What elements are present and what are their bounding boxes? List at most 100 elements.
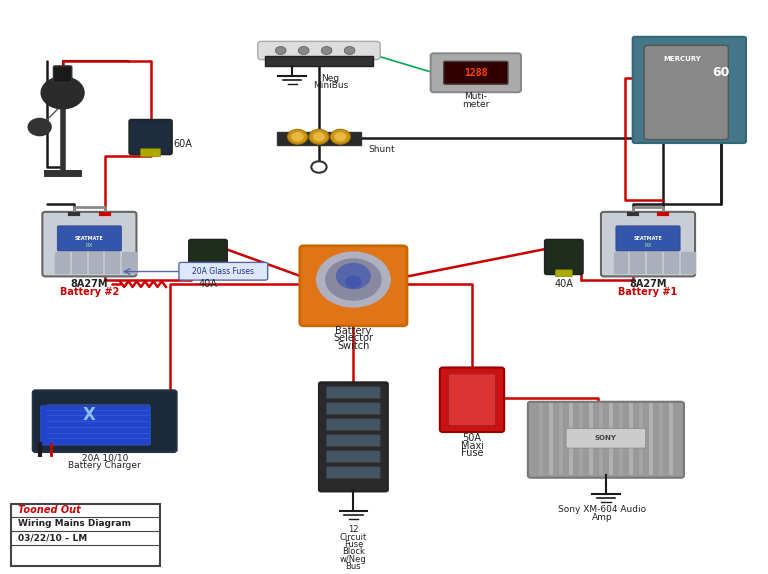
FancyBboxPatch shape bbox=[326, 387, 380, 398]
Text: 50A: 50A bbox=[462, 433, 482, 443]
Text: Neg: Neg bbox=[321, 74, 339, 83]
FancyBboxPatch shape bbox=[300, 246, 407, 326]
FancyBboxPatch shape bbox=[189, 239, 227, 274]
Circle shape bbox=[298, 46, 309, 55]
Text: Battery Charger: Battery Charger bbox=[68, 461, 141, 470]
FancyBboxPatch shape bbox=[200, 270, 217, 277]
FancyBboxPatch shape bbox=[449, 374, 495, 426]
FancyBboxPatch shape bbox=[444, 61, 508, 84]
Text: Sony XM-604 Audio: Sony XM-604 Audio bbox=[558, 505, 646, 514]
FancyBboxPatch shape bbox=[58, 226, 121, 251]
Text: MERCURY: MERCURY bbox=[664, 56, 701, 61]
Circle shape bbox=[346, 276, 361, 288]
FancyBboxPatch shape bbox=[319, 382, 388, 491]
Text: Wiring Mains Diagram: Wiring Mains Diagram bbox=[18, 519, 131, 529]
Circle shape bbox=[309, 129, 329, 144]
FancyBboxPatch shape bbox=[601, 212, 695, 277]
Text: Selector: Selector bbox=[333, 333, 373, 343]
Text: meter: meter bbox=[462, 100, 489, 108]
Circle shape bbox=[336, 263, 370, 289]
FancyBboxPatch shape bbox=[129, 119, 172, 154]
Bar bbox=[631, 252, 644, 273]
Circle shape bbox=[330, 129, 350, 144]
Text: 8A27M: 8A27M bbox=[71, 280, 108, 289]
FancyBboxPatch shape bbox=[258, 41, 380, 60]
Text: RX: RX bbox=[86, 243, 93, 249]
Text: 40A: 40A bbox=[199, 279, 217, 289]
Text: w/Neg: w/Neg bbox=[340, 555, 367, 564]
Circle shape bbox=[41, 77, 84, 108]
Text: 8A27M: 8A27M bbox=[629, 280, 667, 289]
FancyBboxPatch shape bbox=[41, 406, 151, 445]
Bar bbox=[55, 252, 68, 273]
FancyBboxPatch shape bbox=[326, 467, 380, 478]
Text: Fuse: Fuse bbox=[344, 540, 363, 549]
Text: 1288: 1288 bbox=[464, 68, 488, 78]
Bar bbox=[681, 252, 695, 273]
Text: 60: 60 bbox=[712, 66, 730, 79]
Text: SEATMATE: SEATMATE bbox=[75, 236, 104, 241]
Text: Battery: Battery bbox=[336, 326, 372, 336]
FancyBboxPatch shape bbox=[326, 435, 380, 447]
Text: Switch: Switch bbox=[337, 341, 369, 351]
Bar bbox=[122, 252, 136, 273]
FancyBboxPatch shape bbox=[644, 45, 728, 139]
Circle shape bbox=[276, 46, 286, 55]
Text: Muti-: Muti- bbox=[465, 92, 488, 101]
Bar bbox=[277, 131, 361, 145]
Circle shape bbox=[28, 118, 51, 135]
FancyBboxPatch shape bbox=[326, 403, 380, 414]
Circle shape bbox=[316, 252, 390, 307]
Text: 20A Glass Fuses: 20A Glass Fuses bbox=[192, 267, 254, 276]
Text: Bus: Bus bbox=[346, 563, 361, 571]
FancyBboxPatch shape bbox=[141, 149, 161, 157]
Text: Amp: Amp bbox=[592, 513, 612, 522]
Circle shape bbox=[335, 133, 346, 141]
FancyBboxPatch shape bbox=[179, 262, 268, 280]
FancyBboxPatch shape bbox=[326, 451, 380, 462]
Text: Circuit: Circuit bbox=[339, 533, 367, 542]
Bar bbox=[71, 252, 85, 273]
FancyBboxPatch shape bbox=[566, 429, 646, 448]
FancyBboxPatch shape bbox=[54, 66, 71, 83]
Text: 40A: 40A bbox=[554, 279, 573, 289]
FancyBboxPatch shape bbox=[11, 504, 160, 566]
Circle shape bbox=[292, 133, 303, 141]
Circle shape bbox=[326, 259, 381, 300]
Text: 20A 10/10: 20A 10/10 bbox=[81, 454, 128, 463]
Circle shape bbox=[321, 46, 332, 55]
FancyBboxPatch shape bbox=[528, 402, 684, 478]
FancyBboxPatch shape bbox=[326, 419, 380, 430]
Circle shape bbox=[287, 129, 307, 144]
FancyBboxPatch shape bbox=[616, 226, 680, 251]
Text: Battery #1: Battery #1 bbox=[618, 288, 677, 297]
Circle shape bbox=[311, 161, 326, 173]
Text: RX: RX bbox=[644, 243, 652, 249]
Bar bbox=[647, 252, 661, 273]
FancyBboxPatch shape bbox=[33, 390, 177, 452]
Text: 12: 12 bbox=[348, 525, 359, 534]
Text: Fuse: Fuse bbox=[461, 448, 483, 458]
Bar bbox=[88, 252, 102, 273]
FancyBboxPatch shape bbox=[555, 270, 572, 277]
Bar bbox=[614, 252, 627, 273]
Text: Tooned Out: Tooned Out bbox=[18, 505, 81, 515]
Bar bbox=[266, 56, 372, 66]
Text: MiniBus: MiniBus bbox=[313, 82, 348, 91]
Bar bbox=[105, 252, 119, 273]
Text: SEATMATE: SEATMATE bbox=[634, 236, 662, 241]
Text: 60A: 60A bbox=[174, 139, 193, 149]
FancyBboxPatch shape bbox=[633, 37, 746, 143]
FancyBboxPatch shape bbox=[545, 239, 583, 274]
Text: 03/22/10 – LM: 03/22/10 – LM bbox=[18, 534, 88, 543]
FancyBboxPatch shape bbox=[42, 212, 137, 277]
Text: X: X bbox=[83, 406, 96, 424]
FancyBboxPatch shape bbox=[431, 53, 521, 92]
Text: Shunt: Shunt bbox=[369, 145, 396, 154]
Bar bbox=[664, 252, 678, 273]
Text: SONY: SONY bbox=[595, 435, 617, 441]
Text: Maxi: Maxi bbox=[461, 441, 484, 451]
Circle shape bbox=[344, 46, 355, 55]
Text: Battery #2: Battery #2 bbox=[60, 288, 119, 297]
FancyBboxPatch shape bbox=[440, 367, 504, 432]
